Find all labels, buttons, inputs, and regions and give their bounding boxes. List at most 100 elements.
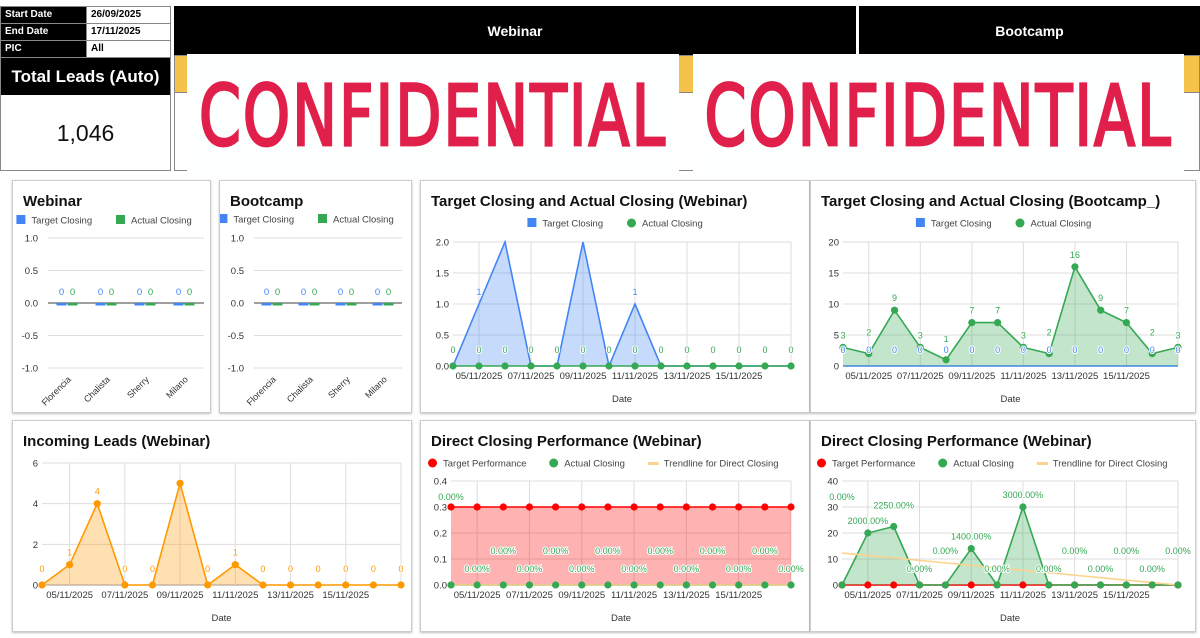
legend-label: Actual Closing (131, 216, 192, 227)
data-label: 0.00% (438, 492, 464, 502)
x-tick-label: 15/11/2025 (715, 590, 762, 601)
total-leads-card: Total Leads (Auto) 1,046 (0, 57, 171, 171)
data-point (967, 545, 975, 553)
pic-select[interactable]: All (86, 41, 170, 57)
data-point (552, 581, 560, 589)
data-point (1019, 581, 1027, 589)
bar (298, 303, 309, 306)
data-label: 0 (398, 564, 403, 574)
data-label: 3 (840, 330, 845, 340)
data-point (735, 581, 743, 589)
y-tick-label: 0 (33, 581, 38, 592)
data-point (1148, 350, 1156, 358)
start-date-input[interactable]: 26/09/2025 (86, 7, 170, 23)
data-point (525, 503, 534, 511)
data-point (66, 561, 74, 569)
x-tick-label: 05/11/2025 (454, 590, 501, 601)
data-label: 7 (969, 306, 974, 316)
data-label: 0 (70, 287, 75, 298)
x-axis-title: Date (1000, 394, 1020, 405)
data-point (501, 362, 509, 370)
data-point (967, 581, 975, 589)
data-label: 0 (554, 345, 559, 355)
bootcamp-section-header: Bootcamp (859, 6, 1200, 55)
data-point (1148, 581, 1156, 589)
data-point (1071, 263, 1079, 271)
data-label: 0 (312, 287, 317, 298)
data-point (1097, 306, 1105, 314)
data-label: 0 (137, 287, 142, 298)
data-point (1019, 503, 1027, 511)
legend-label: Target Closing (931, 219, 992, 230)
legend-label: Trendline for Direct Closing (664, 459, 779, 470)
data-label: 0 (109, 287, 114, 298)
data-label: 0 (658, 345, 663, 355)
data-label: 0.00% (907, 564, 933, 574)
legend-dot-icon (549, 458, 559, 468)
x-tick-label: 15/11/2025 (1103, 371, 1150, 382)
x-tick-label: Florencia (40, 374, 73, 407)
y-tick-label: 0.0 (231, 299, 244, 310)
x-tick-label: 09/11/2025 (157, 590, 204, 601)
x-tick-label: 07/11/2025 (508, 371, 555, 382)
data-point (1122, 581, 1130, 589)
series-line (41, 480, 401, 587)
y-tick-label: 0.5 (231, 266, 244, 277)
data-label: 0 (275, 287, 280, 298)
legend-dot-icon (627, 218, 636, 228)
legend-item: Actual Closing (627, 218, 703, 230)
bar (346, 303, 357, 306)
data-label: 0.00% (829, 492, 855, 502)
x-tick-label: 09/11/2025 (948, 371, 995, 382)
data-point (761, 581, 769, 589)
y-tick-label: 20 (827, 529, 838, 540)
data-label: 0.00% (647, 546, 673, 556)
filter-end-date: End Date 17/11/2025 (1, 24, 170, 41)
data-label: 0 (264, 287, 269, 298)
y-tick-label: -0.5 (22, 331, 38, 342)
data-label: 0 (969, 345, 974, 355)
data-label: 0 (375, 287, 380, 298)
data-point (552, 503, 560, 511)
chart-title: Bootcamp (230, 193, 304, 210)
x-tick-label: Sherry (326, 374, 352, 400)
chart-webinar-pic: 1.0 0.5 0.0 -0.5 -1.0 0 0 Florencia 0 0 Chalista 0 0… (12, 180, 211, 413)
total-leads-value: 1,046 (56, 120, 115, 146)
y-tick-label: 15 (828, 269, 839, 280)
x-tick-label: 11/11/2025 (1000, 371, 1046, 382)
chart-canvas: 0 2 4 6 05/11/2025 07/11/2025 09/11/2025 11/11/… (33, 459, 405, 624)
legend-label: Target Closing (542, 219, 603, 230)
bar (145, 303, 156, 306)
chart-title: Direct Closing Performance (Webinar) (431, 433, 702, 450)
data-point (1122, 319, 1131, 327)
data-label: 0.00% (1036, 564, 1062, 574)
data-label: 7 (1124, 306, 1129, 316)
legend-swatch-icon (220, 214, 228, 223)
total-leads-label: Total Leads (Auto) (1, 58, 170, 95)
data-point (447, 503, 455, 511)
data-label: 0.00% (1062, 546, 1088, 556)
filter-label: End Date (1, 24, 86, 40)
data-point (473, 503, 481, 511)
legend-item: Target Closing (915, 218, 992, 230)
data-label: 7 (995, 306, 1000, 316)
chart-title: Webinar (23, 193, 82, 210)
data-point (656, 503, 664, 511)
data-label: 0 (606, 345, 611, 355)
bar (56, 303, 67, 306)
data-label: 0 (892, 345, 897, 355)
data-point (941, 581, 949, 589)
data-point (631, 362, 639, 370)
end-date-input[interactable]: 17/11/2025 (86, 24, 170, 40)
x-axis-title: Date (211, 613, 231, 624)
data-point (342, 581, 350, 589)
bar (67, 303, 78, 306)
x-tick-label: 09/11/2025 (558, 590, 605, 601)
x-axis-title: Date (1000, 613, 1020, 624)
y-tick-label: 10 (827, 555, 838, 566)
data-label: 0.00% (700, 546, 726, 556)
data-label: 3 (1175, 330, 1180, 340)
